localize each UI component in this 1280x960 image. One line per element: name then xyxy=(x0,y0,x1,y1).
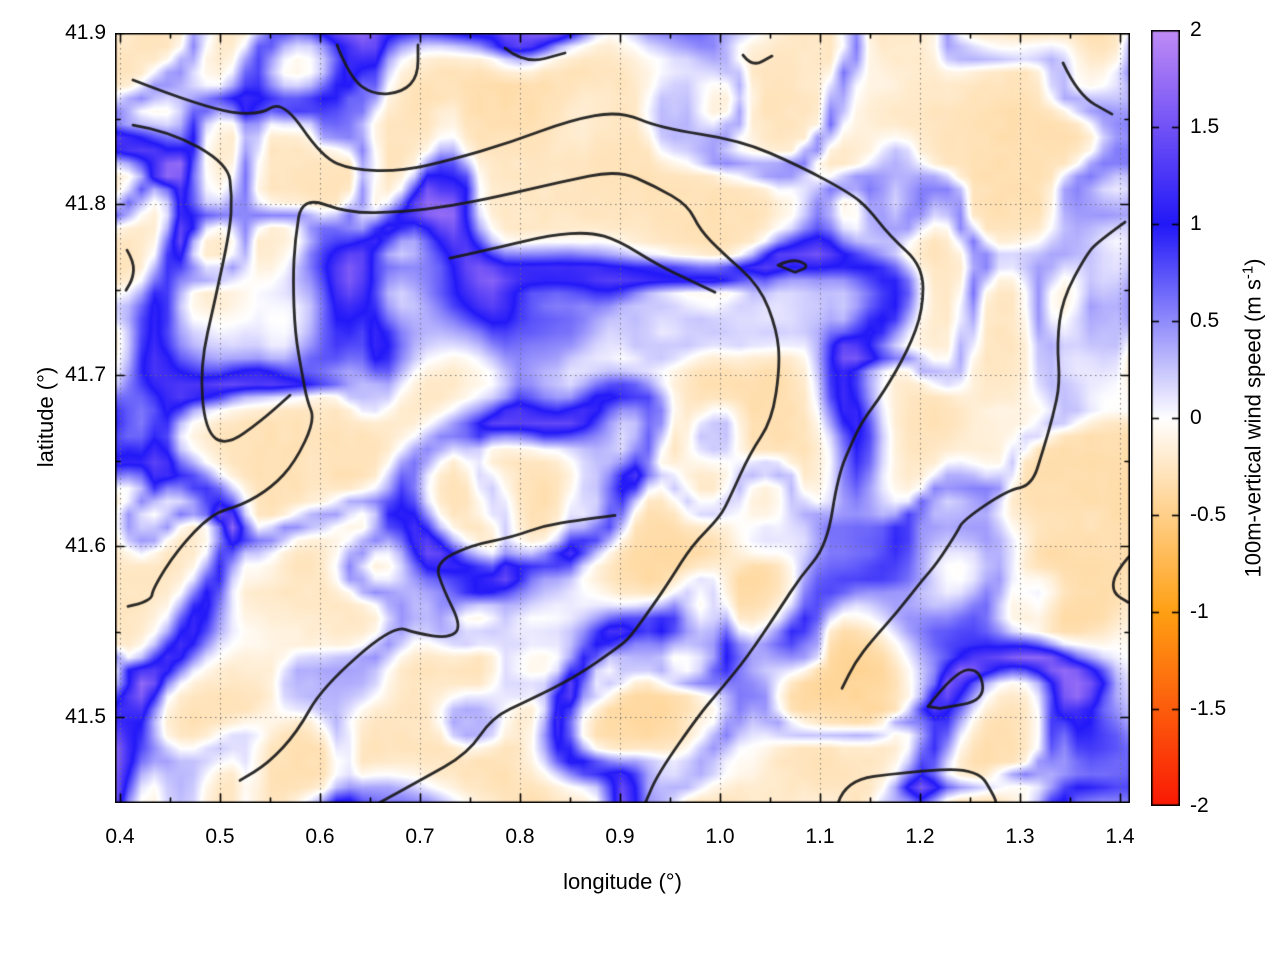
x-tick-label: 1.3 xyxy=(1005,825,1035,848)
x-tick-label: 0.6 xyxy=(305,825,335,848)
x-tick-label: 0.8 xyxy=(505,825,535,848)
x-tick-label: 0.7 xyxy=(405,825,435,848)
colorbar-label-superscript: -1 xyxy=(1239,265,1257,280)
contour-grid-overlay-canvas xyxy=(115,33,1130,803)
colorbar-tick-label: 1 xyxy=(1190,212,1202,235)
colorbar-tick-label: 0 xyxy=(1190,406,1202,429)
y-tick-label: 41.8 xyxy=(65,192,106,216)
x-tick-label: 0.5 xyxy=(205,825,235,848)
colorbar-tick-label: -1 xyxy=(1190,600,1209,623)
colorbar-tick-label: 0.5 xyxy=(1190,309,1220,332)
colorbar xyxy=(1151,30,1180,806)
y-tick-label: 41.7 xyxy=(65,363,106,387)
colorbar-tick-label: -1.5 xyxy=(1190,697,1227,720)
x-tick-label: 0.4 xyxy=(105,825,135,848)
x-tick-label: 1.0 xyxy=(705,825,735,848)
colorbar-tick-label: 2 xyxy=(1190,18,1202,41)
x-axis-label: longitude (°) xyxy=(563,869,682,894)
y-tick-label: 41.6 xyxy=(65,534,106,558)
colorbar-tick-label: 1.5 xyxy=(1190,115,1220,138)
x-tick-label: 1.1 xyxy=(805,825,835,848)
y-tick-label: 41.9 xyxy=(65,21,106,44)
x-tick-label: 1.2 xyxy=(905,825,935,848)
y-tick-label: 41.5 xyxy=(65,705,106,729)
x-tick-label: 0.9 xyxy=(605,825,635,848)
x-tick-label: 1.4 xyxy=(1105,825,1135,848)
colorbar-label-text: 100m-vertical wind speed (m s-1) xyxy=(1239,258,1266,578)
colorbar-tick-label: -2 xyxy=(1190,794,1209,817)
colorbar-tick-label: -0.5 xyxy=(1190,503,1227,526)
